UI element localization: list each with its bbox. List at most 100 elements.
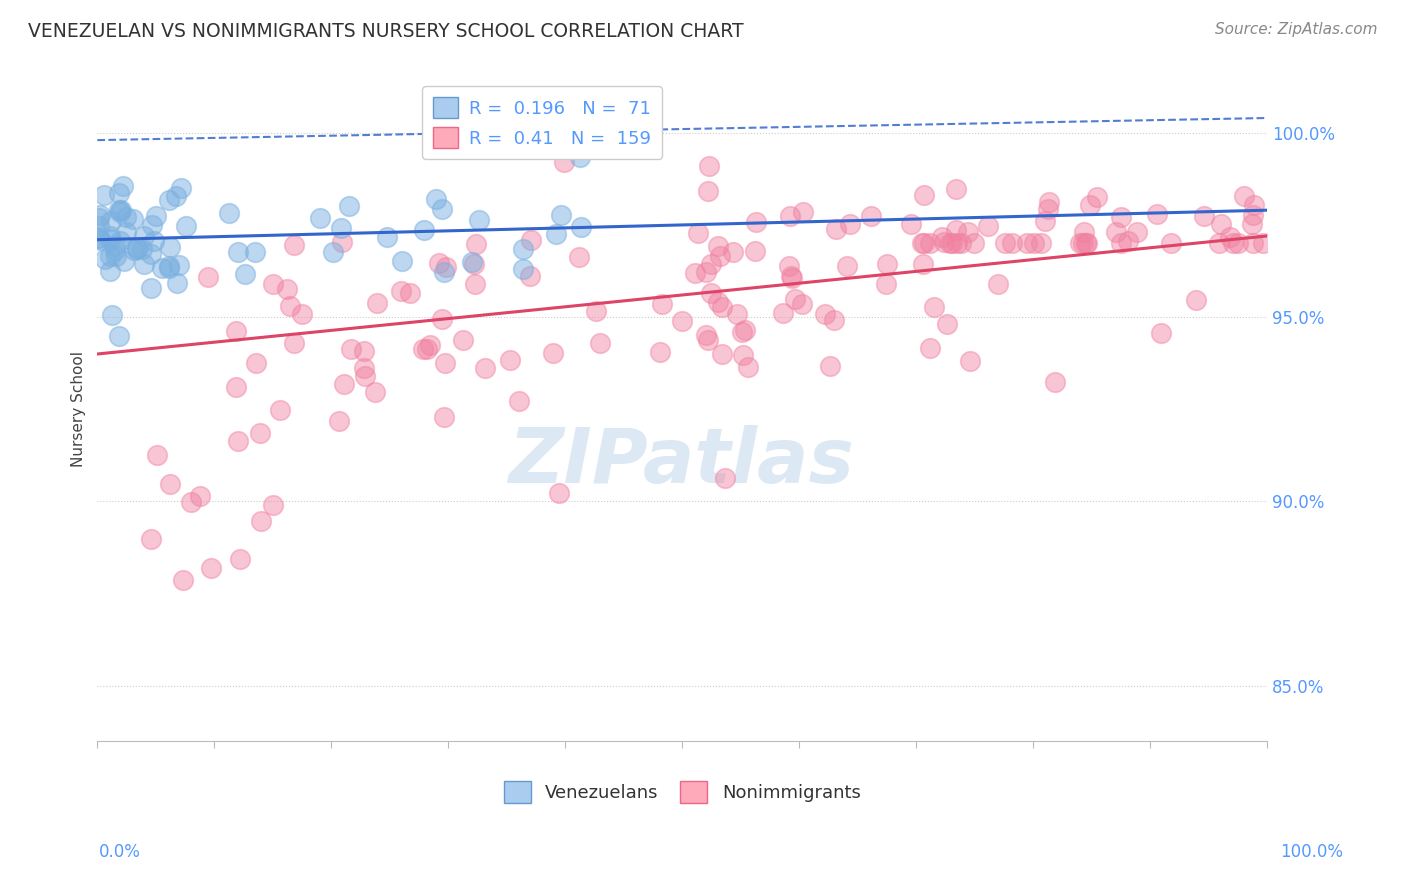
Point	[1226, 236, 1249, 251]
Point	[157, 259, 180, 273]
Point	[391, 254, 413, 268]
Point	[262, 498, 284, 512]
Point	[910, 236, 932, 251]
Point	[1038, 194, 1060, 209]
Point	[127, 243, 149, 257]
Point	[931, 230, 953, 244]
Point	[695, 328, 717, 343]
Point	[108, 234, 131, 248]
Point	[463, 257, 485, 271]
Point	[512, 242, 534, 256]
Text: 0.0%: 0.0%	[98, 843, 141, 861]
Point	[464, 237, 486, 252]
Point	[706, 239, 728, 253]
Point	[945, 182, 967, 196]
Point	[711, 300, 734, 314]
Point	[432, 202, 454, 216]
Point	[340, 342, 363, 356]
Point	[366, 295, 388, 310]
Point	[1222, 236, 1244, 251]
Point	[433, 265, 456, 279]
Point	[976, 219, 998, 233]
Point	[935, 317, 957, 331]
Point	[451, 333, 474, 347]
Point	[946, 236, 969, 251]
Point	[93, 188, 115, 202]
Point	[1251, 236, 1274, 251]
Point	[744, 214, 766, 228]
Point	[825, 221, 848, 235]
Point	[731, 348, 754, 362]
Point	[541, 346, 564, 360]
Point	[922, 301, 945, 315]
Point	[709, 249, 731, 263]
Point	[1126, 225, 1149, 239]
Point	[957, 225, 980, 239]
Point	[941, 236, 963, 251]
Point	[950, 236, 973, 251]
Point	[225, 380, 247, 394]
Point	[1078, 198, 1101, 212]
Point	[1031, 236, 1053, 251]
Point	[875, 277, 897, 291]
Point	[108, 205, 131, 219]
Point	[89, 233, 111, 247]
Point	[322, 245, 344, 260]
Point	[1243, 198, 1265, 212]
Point	[188, 489, 211, 503]
Point	[309, 211, 332, 225]
Point	[108, 202, 131, 217]
Point	[1160, 236, 1182, 251]
Point	[683, 266, 706, 280]
Point	[569, 220, 592, 235]
Point	[700, 285, 723, 300]
Point	[920, 341, 942, 355]
Point	[1024, 236, 1046, 251]
Point	[145, 209, 167, 223]
Point	[218, 206, 240, 220]
Point	[1185, 293, 1208, 307]
Point	[671, 314, 693, 328]
Point	[226, 245, 249, 260]
Point	[1116, 234, 1139, 248]
Point	[568, 250, 591, 264]
Point	[419, 338, 441, 352]
Point	[353, 360, 375, 375]
Text: 100.0%: 100.0%	[1279, 843, 1343, 861]
Point	[146, 449, 169, 463]
Point	[876, 257, 898, 271]
Point	[737, 359, 759, 374]
Point	[94, 252, 117, 266]
Point	[139, 281, 162, 295]
Point	[1085, 190, 1108, 204]
Point	[280, 299, 302, 313]
Point	[1105, 225, 1128, 239]
Point	[134, 257, 156, 271]
Point	[174, 219, 197, 233]
Point	[697, 159, 720, 173]
Point	[104, 238, 127, 252]
Point	[100, 308, 122, 322]
Point	[686, 226, 709, 240]
Text: Source: ZipAtlas.com: Source: ZipAtlas.com	[1215, 22, 1378, 37]
Point	[697, 334, 720, 348]
Point	[262, 277, 284, 291]
Point	[132, 228, 155, 243]
Point	[1076, 236, 1098, 251]
Point	[1232, 189, 1254, 203]
Point	[1209, 217, 1232, 231]
Point	[519, 268, 541, 283]
Point	[226, 434, 249, 449]
Point	[141, 533, 163, 547]
Point	[512, 261, 534, 276]
Point	[474, 361, 496, 376]
Point	[425, 192, 447, 206]
Point	[585, 304, 607, 318]
Point	[939, 236, 962, 251]
Point	[568, 150, 591, 164]
Point	[932, 235, 955, 250]
Point	[159, 477, 181, 491]
Legend: Venezuelans, Nonimmigrants: Venezuelans, Nonimmigrants	[495, 772, 870, 812]
Point	[814, 306, 837, 320]
Point	[159, 239, 181, 253]
